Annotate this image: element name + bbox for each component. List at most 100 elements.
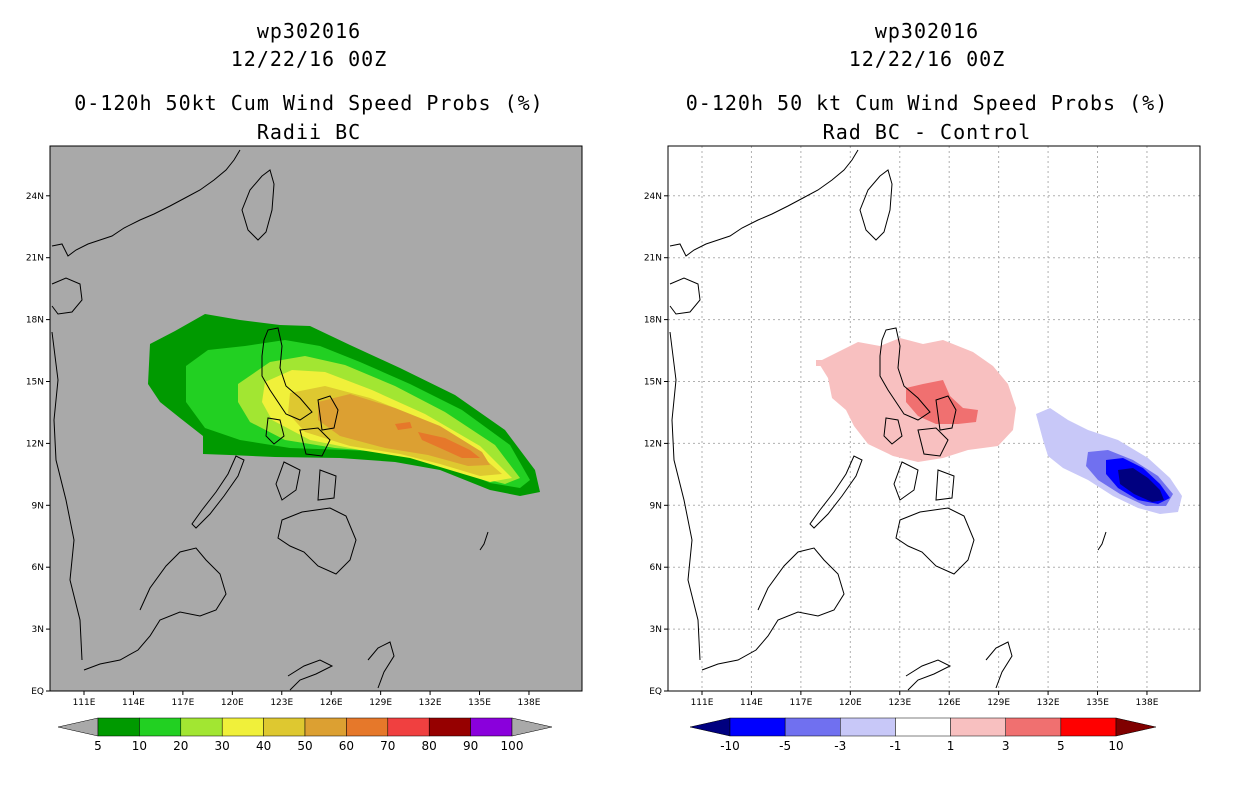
colorbar-under-arrow (57, 717, 99, 737)
lon-tick-label: 126E (320, 698, 343, 708)
map-frame (49, 145, 583, 692)
lon-tick-label: 138E (1136, 698, 1159, 708)
product-title: 0-120h 50kt Cum Wind Speed Probs (%) (74, 91, 544, 115)
lat-tick-label: 18N (26, 316, 44, 326)
right-map: EQ 3N 6N 9N 12N 15N 18N 21N 24N 111E 114E 117E 120E 1… (644, 145, 1201, 753)
colorbar-swatch (180, 717, 223, 737)
experiment-title: Radii BC (256, 120, 362, 144)
coastlines (669, 149, 1107, 691)
lon-tick-label: 132E (1037, 698, 1060, 708)
colorbar-over-arrow (1115, 717, 1157, 737)
colorbar-label: -3 (834, 739, 846, 753)
storm-id-title: wp302016 (874, 19, 980, 43)
colorbar-swatch (139, 717, 182, 737)
lat-tick-label: 24N (644, 192, 662, 202)
diff-negative-10-area (1118, 468, 1164, 502)
colorbar-label: 50 (297, 739, 312, 753)
colorbar-swatch (1005, 717, 1062, 737)
lon-tick-label: 123E (270, 698, 293, 708)
lat-tick-label: 21N (26, 254, 44, 264)
lat-tick-label: 15N (644, 378, 662, 388)
lon-tick-label: 117E (789, 698, 812, 708)
colorbar-swatch (97, 717, 140, 737)
colorbar-label: -1 (889, 739, 901, 753)
lat-tick-label: 9N (650, 501, 662, 511)
lat-tick-label: 6N (32, 563, 44, 573)
lat-tick-label: 3N (650, 625, 662, 635)
lat-tick-label: 12N (644, 439, 662, 449)
colorbar-under-arrow (689, 717, 731, 737)
colorbar-swatch (263, 717, 306, 737)
lat-tick-label: 15N (26, 378, 44, 388)
colorbar-label: 90 (463, 739, 478, 753)
difference-shading (816, 338, 1182, 514)
colorbar-swatch (784, 717, 841, 737)
lon-tick-label: 135E (468, 698, 491, 708)
axis-ticks: EQ 3N 6N 9N 12N 15N 18N 21N 24N 111E 114E 117E 120E 1… (26, 192, 541, 708)
experiment-title: Rad BC - Control (822, 120, 1032, 144)
colorbar-label: 10 (132, 739, 147, 753)
colorbar: -10 -5 -3 -1 1 3 5 10 (689, 717, 1157, 753)
prob-60-area (395, 422, 412, 430)
lat-tick-label: 9N (32, 501, 44, 511)
colorbar: 5 10 20 30 40 50 60 70 80 90 100 (57, 717, 553, 753)
lat-tick-label: 21N (644, 254, 662, 264)
prob-60-area-2 (418, 432, 480, 458)
lon-tick-label: 138E (518, 698, 541, 708)
axis-ticks: EQ 3N 6N 9N 12N 15N 18N 21N 24N 111E 114E 117E 120E 1… (644, 192, 1159, 708)
lat-tick-label: 3N (32, 625, 44, 635)
lon-tick-label: 120E (839, 698, 862, 708)
colorbar-swatch (950, 717, 1006, 737)
lat-tick-label: EQ (31, 687, 44, 697)
lon-tick-label: 114E (122, 698, 145, 708)
lat-tick-label: 24N (26, 192, 44, 202)
left-map: EQ 3N 6N 9N 12N 15N 18N 21N 24N 111E 114E 117E 120E 1… (26, 145, 583, 753)
right-panel: wp302016 12/22/16 00Z 0-120h 50 kt Cum W… (618, 0, 1236, 800)
colorbar-label: 40 (256, 739, 271, 753)
left-panel: wp302016 12/22/16 00Z 0-120h 50kt Cum Wi… (26, 19, 583, 753)
lat-tick-label: 12N (26, 439, 44, 449)
lon-tick-label: 111E (691, 698, 714, 708)
lon-tick-label: 114E (740, 698, 763, 708)
colorbar-label: 5 (94, 739, 102, 753)
lon-tick-label: 129E (987, 698, 1010, 708)
colorbar-swatch (221, 717, 264, 737)
colorbar-label: 70 (380, 739, 395, 753)
colorbar-swatch (895, 717, 951, 737)
colorbar-label: 10 (1108, 739, 1123, 753)
map-frame (667, 145, 1201, 692)
colorbar-label: 3 (1002, 739, 1010, 753)
colorbar-label: 1 (947, 739, 955, 753)
lon-tick-label: 117E (171, 698, 194, 708)
colorbar-swatch (346, 717, 389, 737)
colorbar-label: -10 (720, 739, 740, 753)
lon-tick-label: 111E (73, 698, 96, 708)
lon-tick-label: 129E (369, 698, 392, 708)
product-title: 0-120h 50 kt Cum Wind Speed Probs (%) (685, 91, 1169, 115)
colorbar-label: -5 (779, 739, 791, 753)
diff-positive-1-area-2 (816, 360, 828, 366)
date-title: 12/22/16 00Z (230, 47, 388, 71)
diff-positive-3-area (906, 380, 978, 424)
lon-tick-label: 126E (938, 698, 961, 708)
colorbar-swatch (840, 717, 896, 737)
lon-tick-label: 123E (888, 698, 911, 708)
colorbar-label: 60 (339, 739, 354, 753)
colorbar-over-arrow (511, 717, 553, 737)
colorbar-swatch (387, 717, 430, 737)
lon-tick-label: 135E (1086, 698, 1109, 708)
colorbar-label: 30 (215, 739, 230, 753)
colorbar-swatch (470, 717, 513, 737)
lon-tick-label: 132E (419, 698, 442, 708)
colorbar-label: 5 (1057, 739, 1065, 753)
date-title: 12/22/16 00Z (848, 47, 1006, 71)
colorbar-swatch (304, 717, 347, 737)
coastlines (51, 149, 489, 691)
colorbar-label: 80 (422, 739, 437, 753)
storm-id-title: wp302016 (256, 19, 362, 43)
lat-tick-label: 6N (650, 563, 662, 573)
colorbar-swatch (428, 717, 471, 737)
colorbar-swatch (1060, 717, 1117, 737)
lon-tick-label: 120E (221, 698, 244, 708)
colorbar-label: 100 (501, 739, 524, 753)
